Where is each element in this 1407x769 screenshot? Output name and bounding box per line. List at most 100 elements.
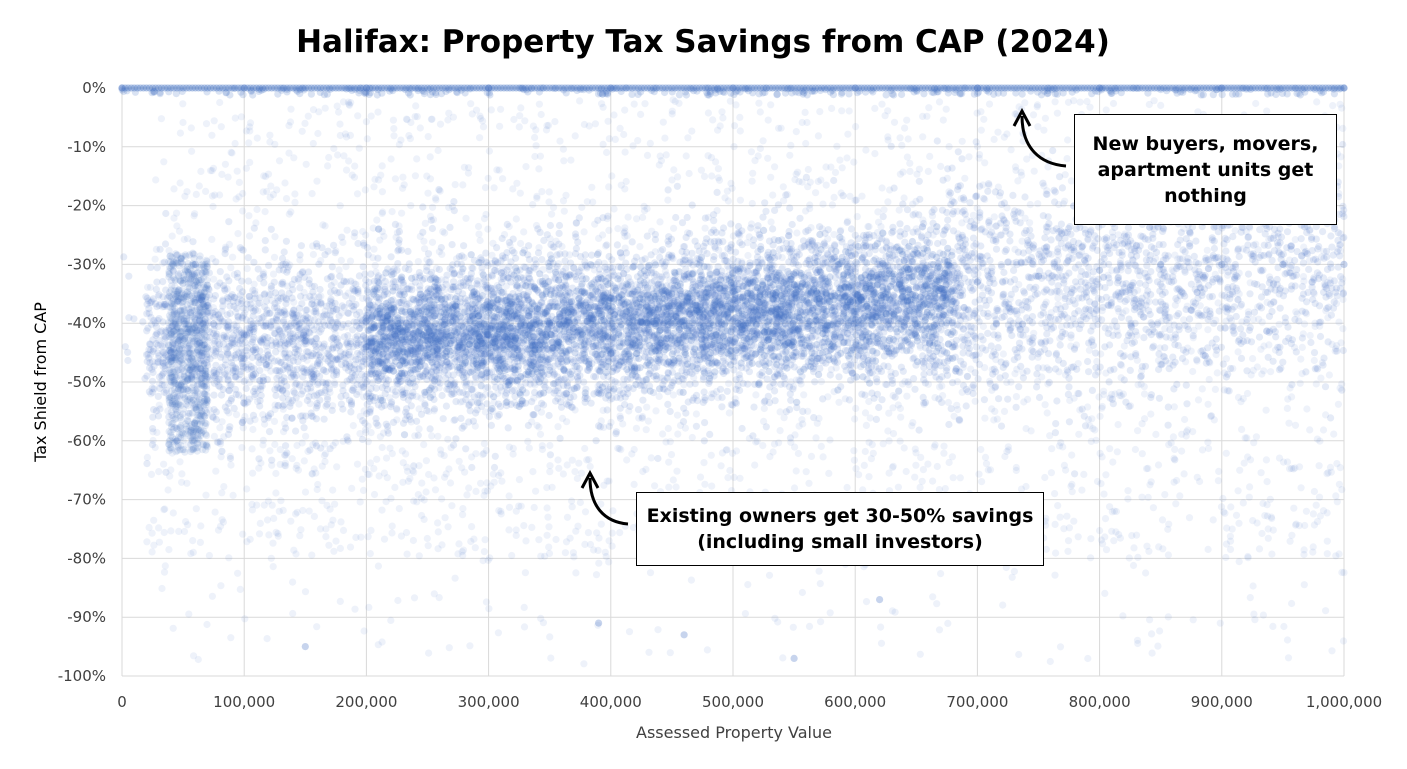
scatter-point [430, 312, 438, 320]
scatter-point [1222, 304, 1230, 312]
scatter-point [457, 414, 465, 422]
scatter-point [288, 309, 296, 317]
scatter-point [600, 372, 608, 380]
scatter-point [429, 391, 437, 399]
scatter-point [357, 381, 365, 389]
scatter-point [217, 391, 226, 399]
scatter-point [667, 361, 675, 369]
scatter-point [1155, 241, 1163, 249]
scatter-point [708, 304, 716, 312]
scatter-point [567, 355, 575, 363]
scatter-point [587, 301, 595, 310]
scatter-point [382, 420, 390, 428]
scatter-point [507, 278, 515, 286]
scatter-point [741, 345, 749, 353]
scatter-point [720, 282, 729, 290]
scatter-point [1106, 341, 1114, 349]
scatter-point [977, 226, 985, 234]
scatter-point [620, 315, 629, 324]
scatter-point [382, 328, 390, 336]
scatter-point [1091, 371, 1100, 379]
scatter-point [1052, 420, 1060, 428]
scatter-point [395, 375, 404, 383]
scatter-point [317, 353, 325, 361]
scatter-point [920, 376, 928, 384]
scatter-point [813, 317, 822, 325]
scatter-point [719, 238, 727, 246]
scatter-point [774, 370, 782, 379]
scatter-point [1279, 358, 1287, 366]
scatter-point [722, 307, 731, 315]
scatter-point [302, 312, 310, 320]
scatter-point [441, 301, 449, 309]
scatter-point [1164, 421, 1172, 429]
scatter-point [948, 319, 956, 327]
scatter-point [870, 303, 878, 311]
scatter-point [820, 353, 828, 362]
scatter-point [853, 291, 862, 299]
scatter-point [262, 361, 270, 369]
scatter-point [631, 318, 639, 326]
scatter-point [238, 297, 246, 305]
scatter-point [830, 320, 838, 328]
scatter-point [263, 309, 271, 317]
scatter-point [1132, 242, 1141, 250]
scatter-point [696, 319, 704, 327]
scatter-point [238, 419, 247, 427]
scatter-point [703, 263, 711, 271]
scatter-point [572, 275, 581, 284]
scatter-point [1192, 237, 1200, 245]
scatter-point [232, 373, 240, 381]
scatter-point [959, 194, 968, 202]
scatter-point [512, 351, 520, 359]
scatter-point [407, 402, 415, 410]
scatter-point [676, 329, 685, 337]
scatter-point [521, 282, 530, 290]
scatter-point [727, 331, 736, 339]
scatter-point [417, 290, 425, 298]
scatter-point [1157, 361, 1165, 369]
scatter-point [988, 263, 996, 272]
scatter-point [968, 286, 976, 295]
scatter-point [745, 262, 754, 270]
scatter-point [1070, 345, 1079, 353]
scatter-point [1088, 386, 1096, 394]
scatter-point [990, 331, 998, 339]
scatter-point [164, 353, 172, 361]
scatter-point [712, 344, 720, 352]
scatter-point [760, 299, 768, 307]
scatter-point [260, 291, 268, 299]
scatter-point [344, 338, 352, 347]
scatter-point [405, 299, 413, 307]
scatter-point [651, 236, 660, 244]
scatter-point [274, 333, 282, 341]
scatter-point [329, 341, 338, 349]
scatter-point [636, 381, 644, 389]
scatter-point [933, 321, 941, 329]
scatter-point [686, 336, 694, 344]
scatter-point [145, 304, 153, 313]
scatter-point [707, 309, 715, 317]
scatter-point [387, 325, 395, 333]
scatter-point [727, 318, 736, 326]
scatter-point [711, 242, 719, 251]
scatter-point [630, 335, 638, 343]
scatter-point [403, 319, 411, 327]
scatter-point [354, 339, 362, 347]
scatter-point [188, 373, 196, 381]
scatter-point [401, 264, 409, 272]
scatter-point [367, 315, 375, 323]
scatter-point [498, 337, 506, 345]
scatter-point [1189, 332, 1197, 340]
scatter-point [451, 314, 460, 322]
scatter-point [303, 348, 311, 356]
scatter-point [229, 362, 237, 370]
scatter-point [1157, 280, 1165, 288]
scatter-point [1281, 287, 1289, 295]
scatter-point [1169, 353, 1177, 361]
scatter-point [831, 311, 840, 319]
scatter-point [595, 355, 603, 363]
scatter-point [691, 380, 699, 388]
scatter-point [499, 275, 508, 283]
scatter-point [199, 356, 207, 364]
